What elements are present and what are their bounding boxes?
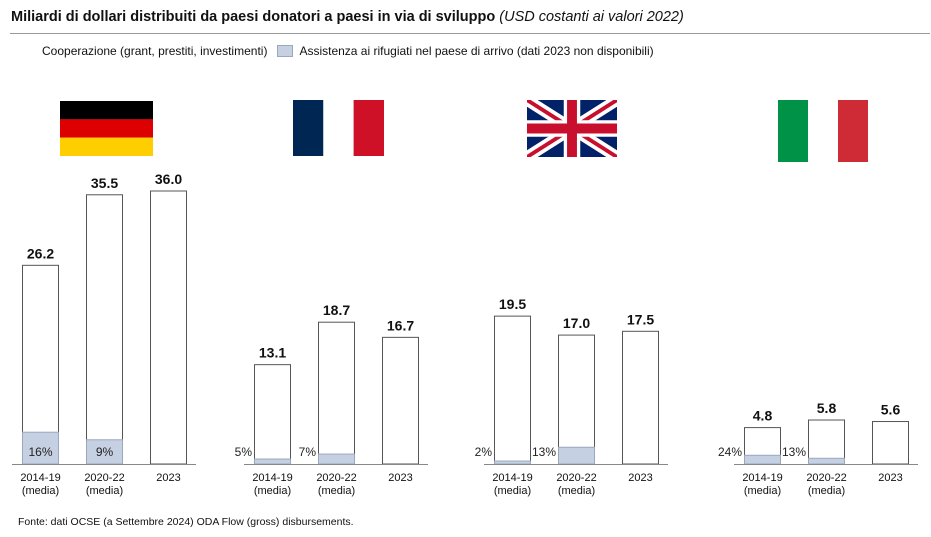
bar-value-label: 17.5 xyxy=(627,311,654,327)
bar-total xyxy=(86,194,123,465)
refugee-share-label: 9% xyxy=(96,445,114,459)
bar-total xyxy=(494,315,531,465)
bar-value-label: 26.2 xyxy=(27,245,54,261)
category-tick-label: 2014-19 xyxy=(492,472,532,484)
chart-subtitle: (USD costanti ai valori 2022) xyxy=(499,9,684,25)
bar-value-label: 4.8 xyxy=(753,408,773,424)
category-tick-label: (media) xyxy=(558,485,595,497)
refugee-share-label: 13% xyxy=(782,445,806,459)
legend-item-refugee: Assistenza ai rifugiati nel paese di arr… xyxy=(299,44,654,58)
bar-total xyxy=(318,321,355,465)
category-tick-label: 2023 xyxy=(628,472,652,484)
category-tick-label: (media) xyxy=(254,485,291,497)
legend-item-cooperation: Cooperazione (grant, prestiti, investime… xyxy=(42,44,268,58)
bar-value-label: 19.5 xyxy=(499,296,526,312)
bar-refugee-segment xyxy=(22,431,59,465)
category-tick-label: (media) xyxy=(494,485,531,497)
bar-total xyxy=(150,190,187,465)
source-note: Fonte: dati OCSE (a Settembre 2024) ODA … xyxy=(18,516,354,528)
category-tick-label: 2014-19 xyxy=(252,472,292,484)
bar-total xyxy=(808,419,845,465)
bar-value-label: 5.6 xyxy=(881,402,901,418)
category-tick-label: (media) xyxy=(318,485,355,497)
bar-refugee-segment xyxy=(558,446,595,465)
france-flag xyxy=(293,100,384,156)
bar-total xyxy=(22,264,59,465)
refugee-share-label: 7% xyxy=(299,445,317,459)
germany-flag xyxy=(60,101,153,156)
bar-refugee-segment xyxy=(318,453,355,465)
italy-flag xyxy=(778,100,868,162)
category-tick-label: (media) xyxy=(22,485,59,497)
refugee-share-label: 24% xyxy=(718,445,742,459)
chart-title: Miliardi di dollari distribuiti da paesi… xyxy=(11,9,684,25)
category-tick-label: 2023 xyxy=(156,472,180,484)
bar-value-label: 18.7 xyxy=(323,302,350,318)
legend-swatch-refugee xyxy=(277,45,294,57)
refugee-share-label: 13% xyxy=(532,445,556,459)
bar-total xyxy=(622,330,659,465)
bar-value-label: 36.0 xyxy=(155,171,182,187)
bar-value-label: 5.8 xyxy=(817,400,837,416)
bar-value-label: 16.7 xyxy=(387,317,414,333)
bar-total xyxy=(382,336,419,465)
refugee-share-label: 16% xyxy=(28,445,52,459)
bar-refugee-segment xyxy=(254,458,291,465)
refugee-share-label: 2% xyxy=(475,445,493,459)
bar-value-label: 17.0 xyxy=(563,315,590,331)
bar-total xyxy=(872,421,909,465)
category-tick-label: 2020-22 xyxy=(556,472,596,484)
category-tick-label: 2020-22 xyxy=(806,472,846,484)
bar-value-label: 35.5 xyxy=(91,175,118,191)
title-divider xyxy=(10,33,930,34)
bar-total xyxy=(254,364,291,465)
chart-title-main: Miliardi di dollari distribuiti da paesi… xyxy=(11,9,496,25)
category-tick-label: 2014-19 xyxy=(20,472,60,484)
legend: Cooperazione (grant, prestiti, investime… xyxy=(42,44,654,58)
uk-flag xyxy=(527,100,617,157)
category-tick-label: 2023 xyxy=(388,472,412,484)
category-tick-label: (media) xyxy=(808,485,845,497)
category-tick-label: 2020-22 xyxy=(316,472,356,484)
category-tick-label: (media) xyxy=(744,485,781,497)
category-tick-label: 2020-22 xyxy=(84,472,124,484)
bar-total xyxy=(558,334,595,465)
bar-refugee-segment xyxy=(744,454,781,465)
bar-refugee-segment xyxy=(494,460,531,465)
bar-refugee-segment xyxy=(808,457,845,465)
category-tick-label: 2014-19 xyxy=(742,472,782,484)
bar-value-label: 13.1 xyxy=(259,345,286,361)
refugee-share-label: 5% xyxy=(235,445,253,459)
category-tick-label: (media) xyxy=(86,485,123,497)
category-tick-label: 2023 xyxy=(878,472,902,484)
